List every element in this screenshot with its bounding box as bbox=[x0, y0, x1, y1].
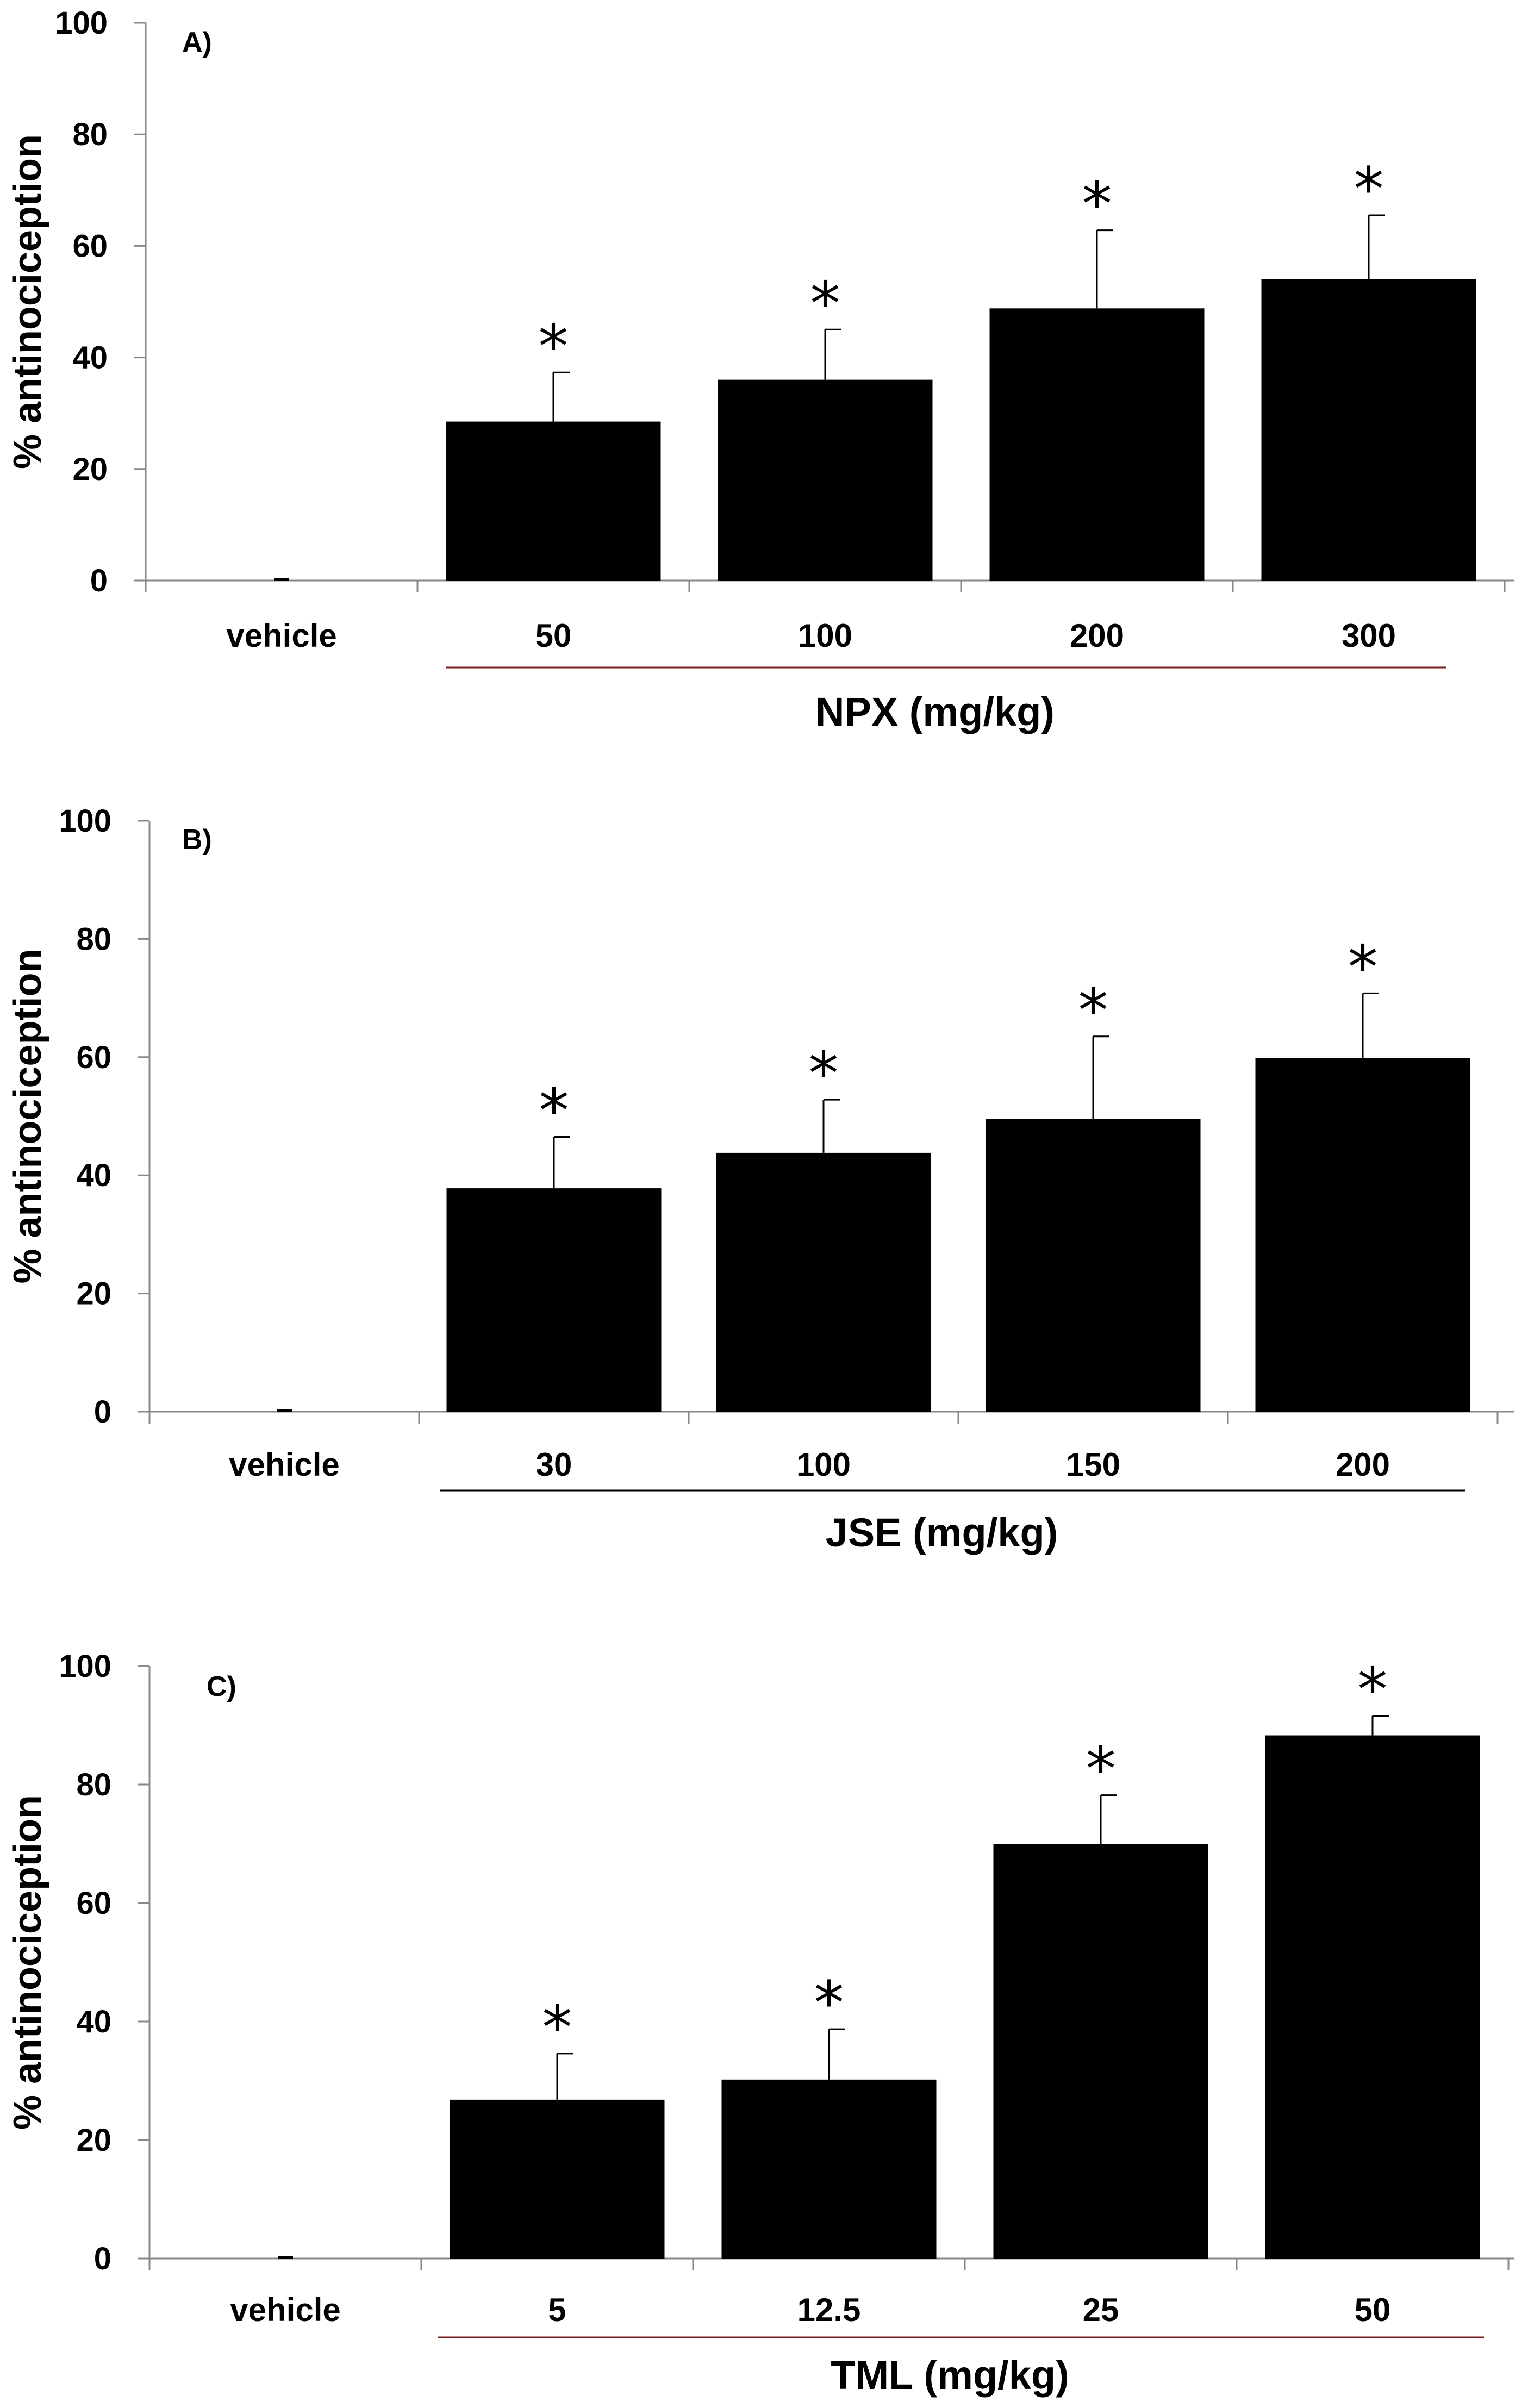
chart-panel-2: 0 20 40 60 80 100 vehicle * 30 * 100 * 150 * 200 JSE (m… bbox=[6, 803, 1514, 1555]
category-label-vehicle: vehicle bbox=[226, 617, 336, 654]
y-tick-label: 80 bbox=[76, 921, 111, 957]
bar-200 bbox=[989, 308, 1205, 581]
bar-100 bbox=[718, 379, 933, 581]
y-tick-label: 0 bbox=[90, 563, 108, 598]
x-axis-title: TML (mg/kg) bbox=[831, 2353, 1069, 2398]
bar-300 bbox=[1261, 279, 1476, 581]
y-axis-title: % antinociception bbox=[6, 1795, 49, 2130]
y-tick-label: 20 bbox=[76, 1276, 111, 1312]
significance-star-12.5: * bbox=[814, 1968, 844, 2038]
y-tick-label: 100 bbox=[55, 5, 108, 41]
chart-panel-3: 0 20 40 60 80 100 vehicle * 5 * 12.5 * 25 * 50 TML (mg/… bbox=[6, 1649, 1514, 2398]
category-label-100: 100 bbox=[796, 1446, 851, 1483]
significance-star-150: * bbox=[1078, 976, 1108, 1045]
y-tick-label: 80 bbox=[72, 117, 108, 152]
chart-panel-1: 0 20 40 60 80 100 vehicle * 50 * 100 * 200 * 300 NPX (m… bbox=[6, 5, 1514, 734]
y-tick-label: 40 bbox=[76, 2004, 111, 2039]
bar-5 bbox=[450, 2099, 665, 2259]
panel-label: C) bbox=[207, 1671, 236, 1702]
bar-50 bbox=[446, 421, 661, 581]
y-tick-label: 60 bbox=[76, 1886, 111, 1921]
y-axis-title: % antinociception bbox=[6, 134, 49, 469]
category-label-150: 150 bbox=[1066, 1446, 1120, 1483]
category-label-50: 50 bbox=[535, 617, 572, 654]
bar-25 bbox=[993, 1844, 1208, 2259]
bar-30 bbox=[446, 1188, 662, 1412]
category-label-12.5: 12.5 bbox=[797, 2292, 861, 2328]
category-label-25: 25 bbox=[1083, 2292, 1119, 2328]
bar-150 bbox=[986, 1119, 1201, 1412]
significance-star-200: * bbox=[1082, 170, 1112, 239]
significance-star-50: * bbox=[539, 311, 569, 381]
significance-star-200: * bbox=[1348, 932, 1378, 1002]
bar-100 bbox=[716, 1152, 931, 1412]
category-label-vehicle: vehicle bbox=[229, 1446, 339, 1483]
category-label-200: 200 bbox=[1070, 617, 1124, 654]
y-tick-label: 40 bbox=[76, 1158, 111, 1193]
x-axis-title: NPX (mg/kg) bbox=[815, 689, 1055, 734]
y-tick-label: 0 bbox=[94, 1394, 111, 1430]
bar-12.5 bbox=[721, 2079, 937, 2259]
significance-star-5: * bbox=[542, 1993, 572, 2062]
significance-star-50: * bbox=[1358, 1655, 1388, 1725]
y-tick-label: 20 bbox=[72, 452, 108, 487]
y-tick-label: 20 bbox=[76, 2123, 111, 2158]
panel-label: A) bbox=[182, 27, 212, 58]
category-label-200: 200 bbox=[1336, 1446, 1390, 1483]
significance-star-300: * bbox=[1354, 154, 1384, 224]
significance-star-100: * bbox=[809, 1039, 839, 1108]
y-tick-label: 100 bbox=[59, 1649, 111, 1684]
y-tick-label: 100 bbox=[59, 803, 111, 839]
category-label-30: 30 bbox=[536, 1446, 572, 1483]
x-axis-title: JSE (mg/kg) bbox=[826, 1510, 1058, 1555]
significance-star-100: * bbox=[810, 269, 840, 338]
y-tick-label: 60 bbox=[76, 1040, 111, 1075]
panel-label: B) bbox=[182, 824, 212, 856]
significance-star-30: * bbox=[539, 1076, 569, 1146]
significance-star-25: * bbox=[1086, 1735, 1116, 1804]
bar-50 bbox=[1265, 1735, 1480, 2259]
bar-200 bbox=[1255, 1058, 1470, 1412]
category-label-300: 300 bbox=[1342, 617, 1396, 654]
y-tick-label: 80 bbox=[76, 1767, 111, 1802]
y-tick-label: 40 bbox=[72, 340, 108, 376]
category-label-5: 5 bbox=[548, 2292, 566, 2328]
y-tick-label: 60 bbox=[72, 228, 108, 264]
category-label-100: 100 bbox=[798, 617, 852, 654]
category-label-vehicle: vehicle bbox=[230, 2292, 340, 2328]
y-tick-label: 0 bbox=[94, 2241, 111, 2276]
y-axis-title: % antinociception bbox=[6, 949, 49, 1283]
category-label-50: 50 bbox=[1355, 2292, 1391, 2328]
